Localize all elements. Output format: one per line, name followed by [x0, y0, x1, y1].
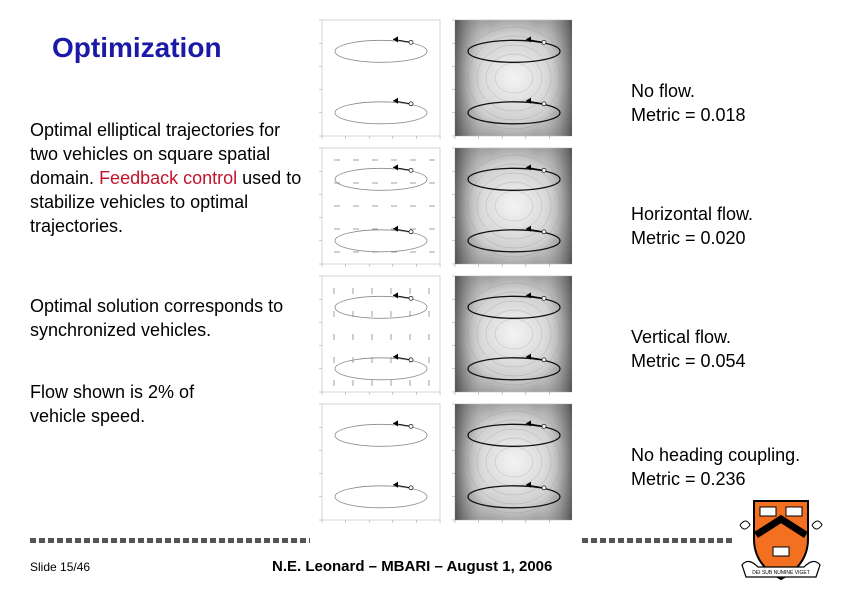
plot-panel-row3-right: [452, 275, 572, 395]
description-text-suffix: used to stabilize vehicles to optimal tr…: [30, 168, 302, 236]
caption-no-flow-line2: Metric = 0.018: [631, 105, 746, 125]
flow-paragraph: Flow shown is 2% of vehicle speed.: [30, 382, 195, 426]
caption-horizontal-flow-line1: Horizontal flow.: [631, 204, 754, 224]
slide-number: Slide 15/46: [30, 560, 91, 574]
description-text-prefix: Optimal elliptical trajectories for two …: [30, 120, 281, 188]
plot-panel-row2-left: [319, 147, 441, 267]
university-shield-logo: DEI SUB NUMINE VIGET: [739, 500, 823, 581]
caption-horizontal-flow: Horizontal flow. Metric = 0.020: [631, 202, 836, 250]
caption-vertical-flow-line1: Vertical flow.: [631, 327, 732, 347]
plot-panel-row3-left: [319, 275, 441, 395]
slide-title: Optimization: [52, 32, 222, 63]
caption-vertical-flow-line2: Metric = 0.054: [631, 351, 746, 371]
footer-divider-left: [30, 538, 310, 543]
caption-no-heading-coupling: No heading coupling. Metric = 0.236: [631, 443, 836, 491]
plot-panel-row4-left: [319, 403, 441, 523]
footer-divider-right: [582, 538, 732, 543]
description-paragraph: Optimal elliptical trajectories for two …: [30, 118, 305, 238]
logo-motto: DEI SUB NUMINE VIGET: [752, 570, 810, 576]
footer-author-date: N.E. Leonard – MBARI – August 1, 2006: [272, 558, 553, 575]
caption-no-heading-coupling-line1: No heading coupling.: [631, 445, 801, 465]
caption-vertical-flow: Vertical flow. Metric = 0.054: [631, 325, 836, 373]
trajectory-plots: [319, 19, 572, 523]
plot-panel-row1-right: [452, 19, 572, 139]
caption-no-flow: No flow. Metric = 0.018: [631, 79, 836, 127]
caption-horizontal-flow-line2: Metric = 0.020: [631, 228, 746, 248]
plot-panel-row4-right: [452, 403, 572, 523]
synchronized-paragraph: Optimal solution corresponds to synchron…: [30, 296, 284, 340]
caption-no-flow-line1: No flow.: [631, 81, 696, 101]
plot-panel-row2-right: [452, 147, 572, 267]
caption-no-heading-coupling-line2: Metric = 0.236: [631, 469, 746, 489]
feedback-control-highlight: Feedback control: [99, 168, 238, 188]
plot-panel-row1-left: [319, 19, 441, 139]
